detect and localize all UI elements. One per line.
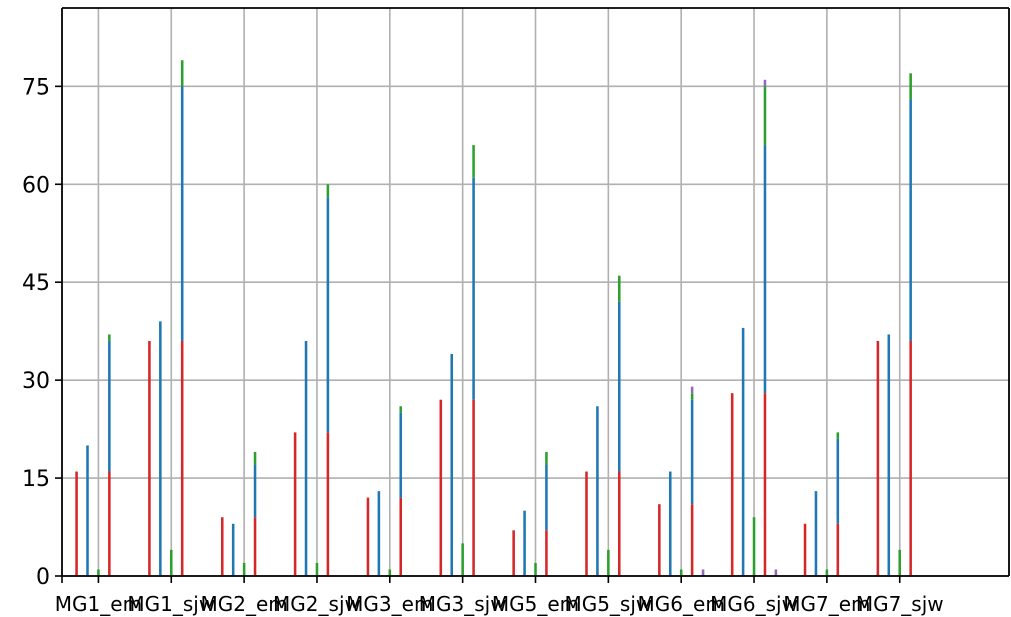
bar-segment (690, 386, 694, 394)
bar-segment (377, 491, 381, 576)
bar-segment (763, 86, 767, 146)
bar-segment (512, 530, 515, 576)
bar-segment (617, 275, 621, 302)
bar-segment (108, 334, 111, 341)
bar-segment (701, 569, 705, 576)
bar-segment (461, 543, 464, 576)
bar-segment (399, 412, 403, 498)
bar-segment (180, 60, 184, 87)
bar-segment (690, 504, 694, 576)
label-layer: 01530456075MG1_emMG1_sjwMG2_emMG2_sjwMG3… (22, 75, 944, 616)
bar-segment (607, 549, 610, 576)
bar-segment (366, 497, 370, 576)
bar-segment (439, 399, 443, 576)
bar-segment (690, 399, 694, 505)
y-tick-label: 15 (22, 467, 50, 492)
bar-segment (180, 86, 184, 341)
bar-segment (108, 471, 111, 576)
bar-segment (75, 471, 78, 576)
bar-segment (472, 177, 475, 400)
x-tick-label: MG6_sjw (710, 592, 798, 616)
y-tick-label: 30 (22, 369, 50, 394)
bar-segment (326, 197, 330, 433)
bar-segment (220, 517, 224, 576)
x-tick-label: MG5_em (492, 592, 579, 616)
bar-segment (668, 471, 672, 576)
bar-segment (814, 491, 818, 576)
bar-segment (545, 465, 548, 531)
bar-segment (523, 510, 526, 576)
bar-segment (108, 340, 111, 472)
bar-segment (909, 340, 912, 576)
bar-segment (326, 432, 330, 576)
bar-segment (909, 99, 912, 341)
bar-segment (159, 321, 162, 576)
bar-segment (763, 393, 767, 576)
bar-segment (399, 406, 403, 413)
bar-segment (803, 523, 807, 576)
bar-segment (148, 340, 151, 576)
bar-segment (169, 549, 173, 576)
bar-segment (326, 184, 330, 198)
x-tick-label: MG1_sjw (127, 592, 215, 616)
bar-segment (774, 569, 778, 576)
bar-segment (231, 523, 235, 576)
bar-segment (836, 523, 840, 576)
bar-segment (825, 569, 829, 576)
bar-segment (596, 406, 599, 576)
bar-segment (304, 340, 308, 576)
x-tick-label: MG3_em (346, 592, 433, 616)
bar-segment (545, 451, 548, 466)
bar-segment (180, 340, 184, 576)
y-tick-label: 0 (36, 565, 50, 590)
bar-segment (836, 438, 840, 524)
bar-segment (399, 497, 403, 576)
y-tick-label: 45 (22, 271, 50, 296)
bar-segment (763, 145, 767, 394)
x-tick-label: MG1_em (55, 592, 142, 616)
bar-segment (909, 73, 912, 100)
bar-segment (97, 569, 100, 576)
x-tick-label: MG2_sjw (273, 592, 361, 616)
bar-segment (876, 340, 880, 576)
bar-segment (752, 517, 756, 576)
bar-segment (450, 354, 454, 576)
bar-segment (763, 79, 767, 87)
axis-layer (55, 7, 1010, 583)
x-tick-label: MG2_em (200, 592, 287, 616)
bar-segment (253, 517, 257, 576)
bar-segment (472, 399, 475, 576)
bar-segment (315, 562, 319, 576)
bar-segment (741, 327, 745, 576)
y-tick-label: 75 (22, 75, 50, 100)
bar-segment (658, 504, 661, 576)
y-tick-label: 60 (22, 173, 50, 198)
bar-segment (730, 393, 734, 576)
x-tick-label: MG6_em (638, 592, 725, 616)
grid-layer (62, 8, 1009, 577)
bar-segment (253, 465, 257, 518)
bar-segment (388, 569, 392, 576)
bar-segment (679, 569, 683, 576)
bar-segment (585, 471, 588, 576)
bar-segment (86, 445, 89, 576)
bar-segment (887, 334, 891, 576)
bar-segment (545, 530, 548, 576)
x-tick-label: MG3_sjw (419, 592, 507, 616)
bar-segment (690, 393, 694, 400)
x-tick-label: MG7_sjw (856, 592, 944, 616)
bar-segment (534, 562, 537, 576)
bar-layer (75, 60, 912, 576)
bar-segment (617, 301, 621, 472)
x-tick-label: MG5_sjw (564, 592, 652, 616)
bar-segment (617, 471, 621, 576)
bar-segment (293, 432, 297, 576)
bar-segment (898, 549, 902, 576)
bar-segment (836, 432, 840, 439)
bar-segment (242, 562, 246, 576)
bar-segment (253, 451, 257, 466)
bar-segment (472, 145, 475, 178)
x-tick-label: MG7_em (783, 592, 870, 616)
